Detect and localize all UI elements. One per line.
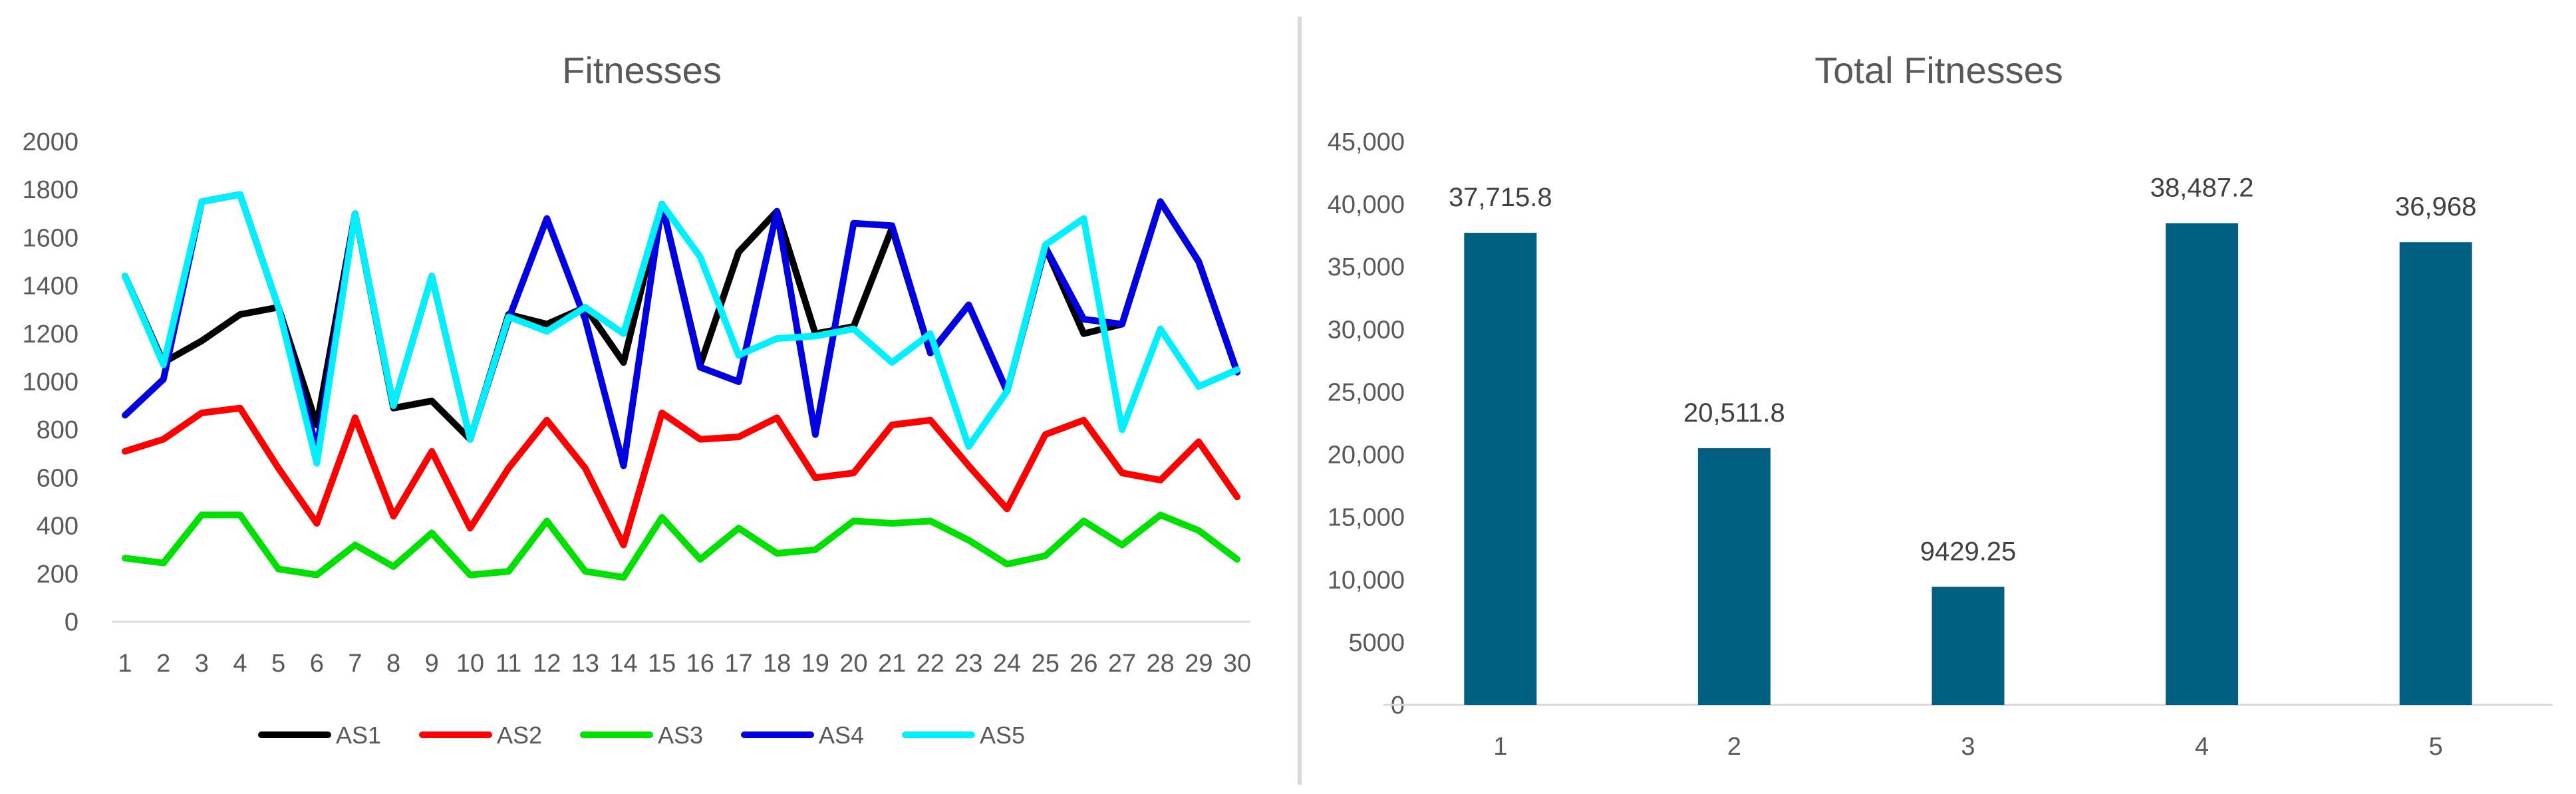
y-tick-label: 1400: [22, 273, 78, 301]
y-tick-label: 800: [37, 416, 78, 444]
x-tick-label: 23: [954, 650, 982, 678]
y-tick-label: 5000: [1348, 629, 1405, 657]
y-tick-label: 2000: [22, 128, 78, 156]
series-line-as2: [122, 404, 1240, 549]
x-tick-label: 26: [1070, 650, 1097, 678]
x-tick-label: 7: [348, 650, 362, 678]
legend-label-as4: AS4: [819, 722, 864, 749]
x-tick-label: 8: [386, 650, 400, 678]
y-tick-label: 15,000: [1328, 504, 1405, 532]
x-tick-label: 10: [456, 650, 484, 678]
bar-chart-bars: 37,715.8 20,511.8 9429.25 38,487.2 36,968: [1449, 174, 2476, 706]
x-tick-label: 2: [1727, 733, 1741, 761]
bar-chart: Total Fitnesses 0500010,00015,00020,0002…: [1328, 49, 2553, 761]
x-tick-label: 21: [878, 650, 906, 678]
x-tick-label: 3: [195, 650, 209, 678]
y-tick-label: 600: [37, 464, 78, 492]
y-tick-label: 0: [65, 608, 78, 636]
bar-chart-title: Total Fitnesses: [1814, 49, 2063, 91]
legend-label-as1: AS1: [336, 722, 381, 749]
y-tick-label: 25,000: [1328, 378, 1405, 406]
x-tick-label: 20: [839, 650, 867, 678]
line-chart-series: [122, 191, 1240, 581]
x-tick-label: 6: [310, 650, 324, 678]
x-tick-label: 1: [1493, 733, 1507, 761]
x-tick-label: 22: [917, 650, 944, 678]
line-chart-title: Fitnesses: [562, 49, 722, 91]
x-tick-label: 15: [648, 650, 676, 678]
x-tick-label: 24: [993, 650, 1021, 678]
bar-data-label: 9429.25: [1920, 537, 2017, 567]
y-tick-label: 40,000: [1328, 191, 1405, 219]
bar-data-label: 20,511.8: [1683, 398, 1785, 428]
y-tick-label: 45,000: [1328, 128, 1405, 156]
x-tick-label: 19: [801, 650, 829, 678]
bar-data-label: 36,968: [2395, 192, 2476, 221]
bar-chart-x-axis: 1 2 3 4 5: [1493, 733, 2443, 761]
x-tick-label: 17: [724, 650, 752, 678]
series-line-as3: [122, 511, 1240, 581]
x-tick-label: 12: [533, 650, 561, 678]
x-tick-label: 27: [1108, 650, 1136, 678]
bar-chart-y-axis: 0500010,00015,00020,00025,00030,00035,00…: [1328, 128, 1405, 720]
x-tick-label: 4: [233, 650, 247, 678]
x-tick-label: 2: [156, 650, 170, 678]
bar-1: [1464, 233, 1537, 706]
x-tick-label: 29: [1185, 650, 1213, 678]
y-tick-label: 30,000: [1328, 316, 1405, 344]
line-chart-y-axis: 0 200 400 600 800 1000 1200 1400 1600 1800 2000: [22, 128, 78, 636]
y-tick-label: 200: [37, 561, 78, 589]
legend-label-as2: AS2: [497, 722, 542, 749]
y-tick-label: 400: [37, 513, 78, 541]
y-tick-label: 1200: [22, 321, 78, 348]
bar-2: [1697, 448, 1771, 705]
x-tick-label: 13: [571, 650, 599, 678]
x-tick-label: 4: [2195, 733, 2209, 761]
x-tick-label: 5: [271, 650, 285, 678]
x-tick-label: 9: [425, 650, 439, 678]
y-tick-label: 1000: [22, 368, 78, 396]
y-tick-label: 1600: [22, 224, 78, 252]
line-chart: Fitnesses 0 200 400 600 800 1000 1200 1400 1600 1…: [22, 49, 1251, 749]
x-tick-label: 18: [763, 650, 791, 678]
bar-data-label: 37,715.8: [1449, 183, 1552, 212]
y-tick-label: 35,000: [1328, 253, 1405, 281]
line-chart-legend: AS1 AS2 AS3 AS4 AS5: [258, 722, 1025, 749]
y-tick-label: 1800: [22, 176, 78, 204]
x-tick-label: 14: [609, 650, 637, 678]
x-tick-label: 11: [496, 650, 521, 678]
bar-4: [2166, 223, 2239, 706]
x-tick-label: 30: [1223, 650, 1251, 678]
y-tick-label: 20,000: [1328, 442, 1405, 469]
x-tick-label: 25: [1032, 650, 1060, 678]
y-tick-label: 10,000: [1328, 567, 1405, 595]
x-tick-label: 3: [1961, 733, 1975, 761]
legend-label-as5: AS5: [980, 722, 1025, 749]
bar-3: [1932, 587, 2005, 705]
legend-label-as3: AS3: [658, 722, 703, 749]
series-line-as1: [122, 198, 1240, 443]
x-tick-label: 28: [1147, 650, 1175, 678]
x-tick-label: 5: [2429, 733, 2443, 761]
bar-5: [2399, 242, 2472, 705]
x-tick-label: 1: [118, 650, 132, 678]
bar-data-label: 38,487.2: [2150, 174, 2254, 203]
series-line-as5: [122, 191, 1240, 467]
line-chart-x-axis: 1 2 3 4 5 6 7 8 9 10 11 12 13 14 15 16 17 18 19 20 21 22 23 24 2…: [118, 650, 1251, 678]
x-tick-label: 16: [686, 650, 714, 678]
